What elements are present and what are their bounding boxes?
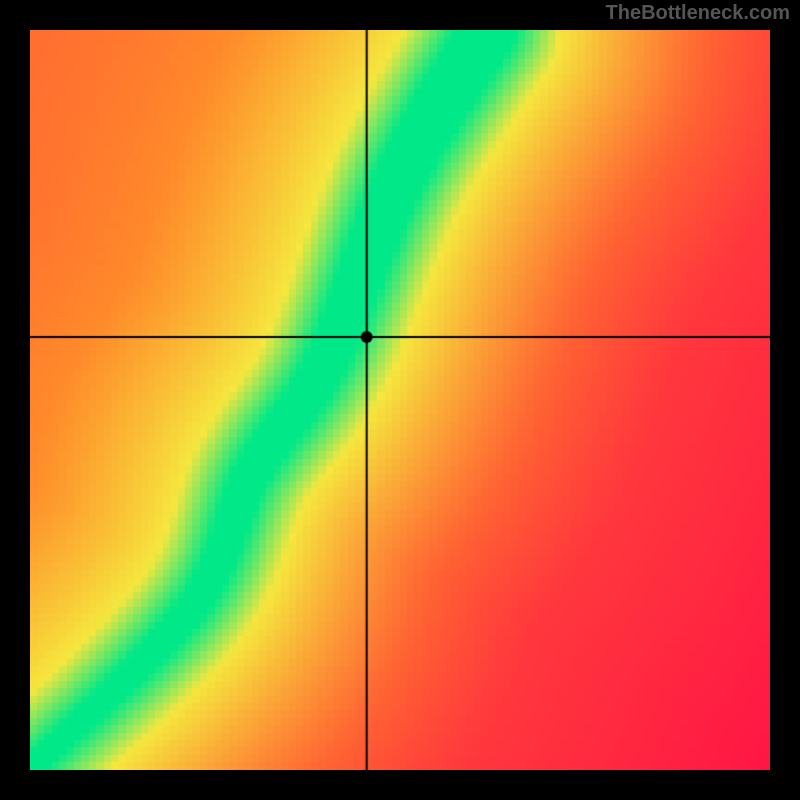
chart-container: TheBottleneck.com [0, 0, 800, 800]
crosshair-canvas [30, 30, 770, 770]
watermark-text: TheBottleneck.com [606, 2, 790, 25]
heatmap-plot [30, 30, 770, 770]
